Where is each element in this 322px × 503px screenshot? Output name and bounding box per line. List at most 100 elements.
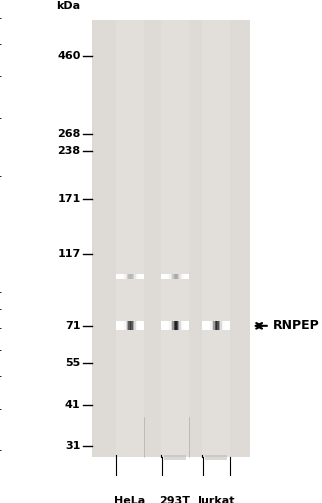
FancyBboxPatch shape: [178, 321, 179, 330]
FancyBboxPatch shape: [121, 274, 123, 279]
FancyBboxPatch shape: [223, 321, 224, 330]
FancyBboxPatch shape: [162, 321, 164, 330]
Text: 117: 117: [57, 248, 80, 259]
FancyBboxPatch shape: [92, 21, 250, 457]
FancyBboxPatch shape: [174, 274, 175, 279]
FancyBboxPatch shape: [184, 321, 185, 330]
FancyBboxPatch shape: [117, 274, 118, 279]
FancyBboxPatch shape: [215, 321, 216, 330]
FancyBboxPatch shape: [134, 321, 136, 330]
FancyBboxPatch shape: [185, 274, 186, 279]
FancyBboxPatch shape: [168, 274, 169, 279]
FancyBboxPatch shape: [186, 274, 188, 279]
FancyBboxPatch shape: [175, 321, 176, 330]
FancyBboxPatch shape: [224, 321, 226, 330]
FancyBboxPatch shape: [188, 321, 189, 330]
FancyBboxPatch shape: [181, 321, 182, 330]
FancyBboxPatch shape: [162, 274, 164, 279]
FancyBboxPatch shape: [126, 274, 127, 279]
Text: 55: 55: [65, 358, 80, 368]
FancyBboxPatch shape: [204, 321, 205, 330]
FancyBboxPatch shape: [205, 321, 206, 330]
FancyBboxPatch shape: [130, 321, 131, 330]
Text: 238: 238: [57, 146, 80, 156]
FancyBboxPatch shape: [126, 321, 127, 330]
Text: 293T: 293T: [160, 496, 191, 503]
FancyBboxPatch shape: [141, 321, 143, 330]
FancyBboxPatch shape: [208, 321, 209, 330]
FancyBboxPatch shape: [133, 321, 134, 330]
FancyBboxPatch shape: [202, 321, 204, 330]
FancyBboxPatch shape: [169, 321, 171, 330]
FancyBboxPatch shape: [133, 274, 134, 279]
FancyBboxPatch shape: [188, 274, 189, 279]
FancyBboxPatch shape: [181, 274, 182, 279]
FancyBboxPatch shape: [116, 274, 117, 279]
FancyBboxPatch shape: [222, 321, 223, 330]
FancyBboxPatch shape: [140, 274, 141, 279]
Text: HeLa: HeLa: [114, 496, 146, 503]
FancyBboxPatch shape: [182, 321, 184, 330]
FancyBboxPatch shape: [172, 321, 174, 330]
FancyBboxPatch shape: [120, 274, 121, 279]
FancyBboxPatch shape: [202, 21, 230, 457]
FancyBboxPatch shape: [120, 321, 121, 330]
Text: RNPEP: RNPEP: [272, 319, 319, 332]
FancyBboxPatch shape: [123, 274, 124, 279]
FancyBboxPatch shape: [176, 321, 178, 330]
FancyBboxPatch shape: [164, 455, 186, 465]
FancyBboxPatch shape: [185, 321, 186, 330]
Text: 71: 71: [65, 321, 80, 331]
FancyBboxPatch shape: [137, 321, 138, 330]
FancyBboxPatch shape: [217, 321, 219, 330]
Text: 41: 41: [65, 400, 80, 410]
FancyBboxPatch shape: [143, 274, 144, 279]
FancyBboxPatch shape: [118, 274, 120, 279]
FancyBboxPatch shape: [213, 321, 215, 330]
FancyBboxPatch shape: [138, 321, 140, 330]
FancyBboxPatch shape: [179, 321, 181, 330]
FancyBboxPatch shape: [164, 274, 165, 279]
FancyBboxPatch shape: [131, 274, 133, 279]
FancyBboxPatch shape: [121, 321, 123, 330]
FancyBboxPatch shape: [143, 321, 144, 330]
FancyBboxPatch shape: [123, 321, 124, 330]
FancyBboxPatch shape: [136, 321, 137, 330]
FancyBboxPatch shape: [127, 321, 128, 330]
FancyBboxPatch shape: [206, 321, 208, 330]
FancyBboxPatch shape: [178, 274, 179, 279]
FancyBboxPatch shape: [182, 274, 184, 279]
FancyBboxPatch shape: [171, 274, 172, 279]
FancyBboxPatch shape: [116, 21, 144, 457]
FancyBboxPatch shape: [161, 321, 162, 330]
FancyBboxPatch shape: [184, 274, 185, 279]
Text: 268: 268: [57, 129, 80, 139]
FancyBboxPatch shape: [136, 274, 137, 279]
FancyBboxPatch shape: [117, 321, 118, 330]
Text: 460: 460: [57, 51, 80, 61]
FancyBboxPatch shape: [166, 321, 168, 330]
FancyBboxPatch shape: [164, 321, 165, 330]
FancyBboxPatch shape: [220, 321, 222, 330]
FancyBboxPatch shape: [161, 21, 189, 457]
FancyBboxPatch shape: [176, 274, 178, 279]
FancyBboxPatch shape: [169, 274, 171, 279]
FancyBboxPatch shape: [118, 321, 120, 330]
FancyBboxPatch shape: [179, 274, 181, 279]
FancyBboxPatch shape: [168, 321, 169, 330]
FancyBboxPatch shape: [210, 321, 212, 330]
FancyBboxPatch shape: [205, 455, 227, 465]
Text: 171: 171: [57, 194, 80, 204]
FancyBboxPatch shape: [212, 321, 213, 330]
FancyBboxPatch shape: [209, 321, 210, 330]
FancyBboxPatch shape: [226, 321, 227, 330]
FancyBboxPatch shape: [174, 321, 175, 330]
FancyBboxPatch shape: [219, 321, 220, 330]
FancyBboxPatch shape: [166, 274, 168, 279]
FancyBboxPatch shape: [134, 274, 136, 279]
FancyBboxPatch shape: [161, 274, 162, 279]
FancyBboxPatch shape: [116, 321, 117, 330]
FancyBboxPatch shape: [229, 321, 230, 330]
FancyBboxPatch shape: [175, 274, 176, 279]
FancyBboxPatch shape: [127, 274, 128, 279]
